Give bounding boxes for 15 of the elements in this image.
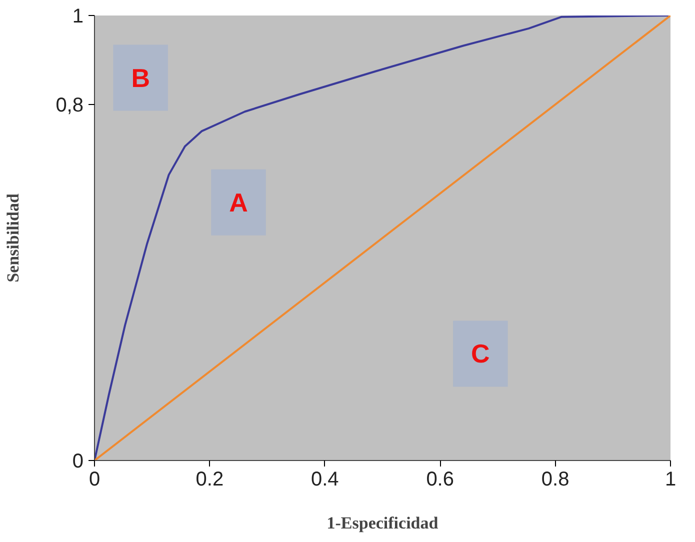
x-tick-label: 0.4 [311, 468, 339, 490]
y-axis-title: Sensibilidad [4, 193, 23, 282]
y-tick-label: 0,8 [56, 94, 84, 116]
x-tick-label: 0.2 [196, 468, 224, 490]
annotation: C [471, 338, 490, 369]
y-tick-label: 0 [72, 450, 84, 472]
x-tick-label: 0 [88, 468, 100, 490]
annotation: A [229, 187, 248, 218]
x-tick-label: 0.6 [426, 468, 454, 490]
line-series [94, 16, 670, 460]
x-tick-label: 1 [664, 468, 676, 490]
y-tick-label: 1 [72, 6, 84, 28]
x-axis-title: 1-Especificidad [326, 514, 439, 532]
x-tick-label: 0.8 [541, 468, 570, 490]
annotation: B [131, 62, 150, 93]
